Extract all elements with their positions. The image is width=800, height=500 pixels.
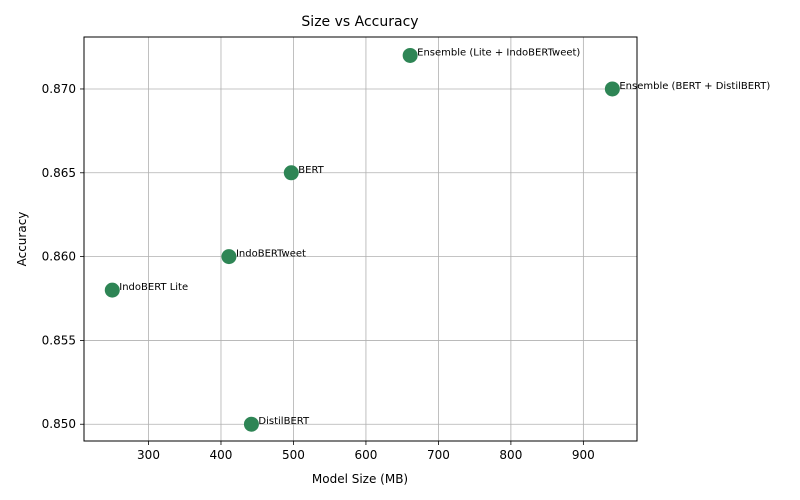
- plot-frame: [83, 36, 638, 442]
- x-tick-label: 700: [427, 448, 450, 462]
- y-axis-title: Accuracy: [15, 212, 29, 267]
- y-tick-label: 0.865: [42, 166, 76, 180]
- data-point-label: BERT: [298, 165, 324, 176]
- y-tick-label: 0.860: [42, 250, 76, 264]
- data-point-label: IndoBERTweet: [236, 249, 306, 260]
- x-tick-label: 400: [210, 448, 233, 462]
- data-point-label: IndoBERT Lite: [119, 282, 188, 293]
- x-axis-title: Model Size (MB): [312, 472, 408, 486]
- y-tick-label: 0.870: [42, 82, 76, 96]
- data-point: [283, 165, 299, 181]
- points-layer: [104, 47, 620, 432]
- chart-title: Size vs Accuracy: [301, 14, 418, 30]
- y-tick-label: 0.850: [42, 417, 76, 431]
- x-tick-label: 300: [137, 448, 160, 462]
- data-point: [402, 47, 418, 63]
- data-point: [104, 282, 120, 298]
- x-tick-label: 600: [354, 448, 377, 462]
- x-tick-label: 500: [282, 448, 305, 462]
- data-point-label: DistilBERT: [258, 416, 310, 427]
- data-point: [221, 249, 237, 265]
- x-tick-label: 900: [572, 448, 595, 462]
- y-tick-label: 0.855: [42, 333, 76, 347]
- axes-layer: 300 400 500 600 700 800 900 0.850 0.855 0.860 0.86…: [42, 82, 595, 462]
- x-tick-label: 800: [499, 448, 522, 462]
- grid-layer: [84, 37, 637, 441]
- data-point: [604, 81, 620, 97]
- point-labels-layer: IndoBERT Lite IndoBERTweet DistilBERT BERT E…: [119, 47, 770, 427]
- data-point-label: Ensemble (BERT + DistilBERT): [619, 81, 770, 92]
- data-point: [243, 416, 259, 432]
- data-point-label: Ensemble (Lite + IndoBERTweet): [417, 47, 580, 58]
